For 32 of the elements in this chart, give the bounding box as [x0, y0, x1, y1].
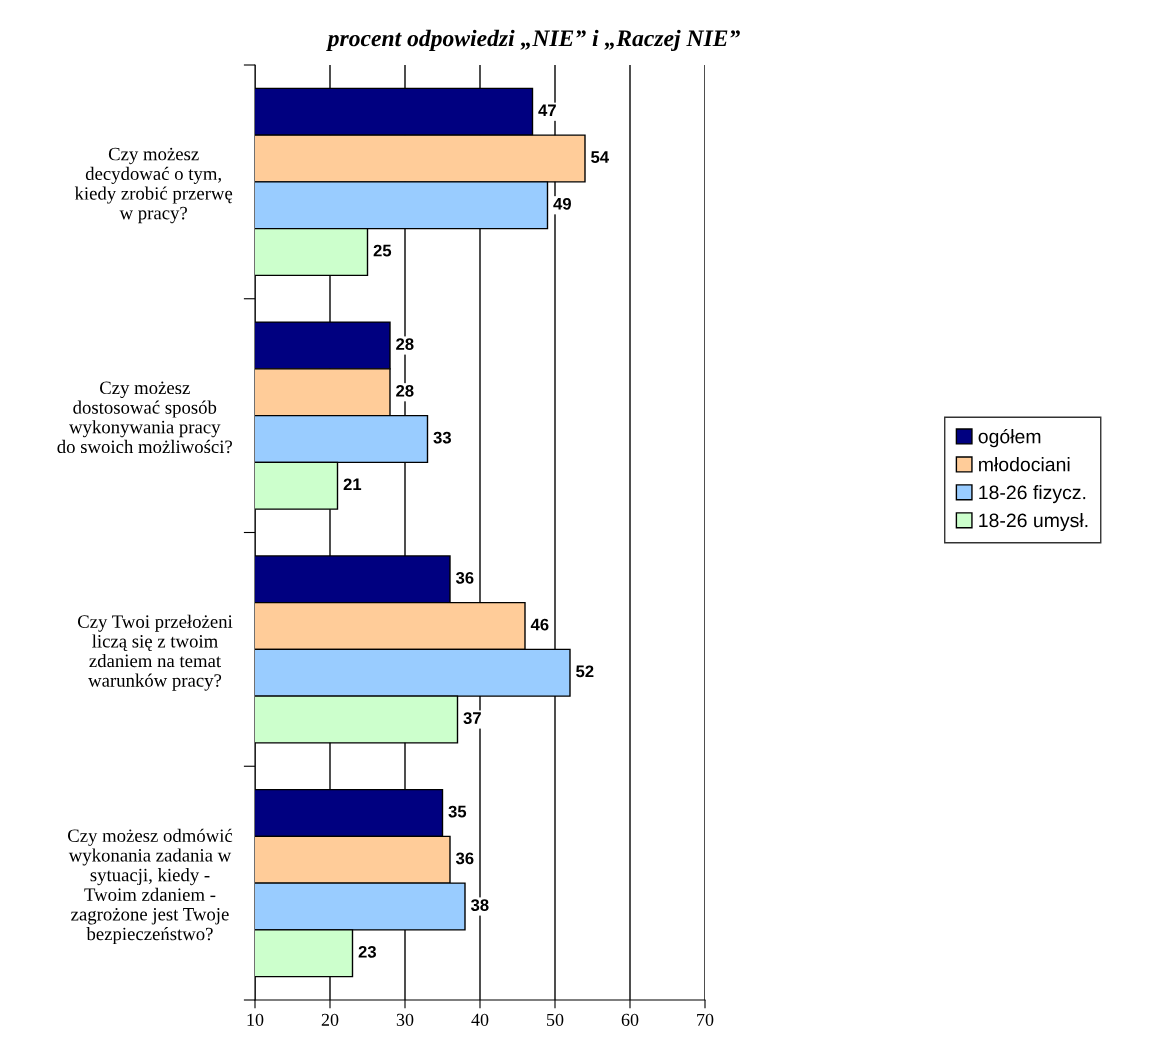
x-tick-label: 40: [471, 1013, 489, 1026]
data-label: 28: [396, 384, 414, 397]
data-label: 33: [433, 431, 451, 444]
data-label: 23: [358, 945, 376, 958]
x-tick-label: 20: [321, 1013, 339, 1026]
legend-label: ogółem: [978, 428, 1041, 448]
data-label: 21: [343, 478, 362, 491]
x-tick-label: 50: [547, 1013, 564, 1026]
data-label: 54: [591, 151, 609, 163]
data-label: 37: [463, 712, 481, 724]
y-tick-label: Czy możesz odmówić wykonania zadania w sytuacji, kiedy - Twoim zdaniem - zagrożone jest Twoje bezpieczeństwo?: [67, 828, 233, 945]
x-tick-label: 30: [396, 1013, 414, 1026]
data-label: 49: [553, 197, 571, 210]
y-tick-label: Czy możesz dostosować sposób wykonywania pracy do swoich możliwości?: [57, 381, 232, 454]
legend-label: 18-26 fizycz.: [979, 485, 1086, 504]
data-label: 25: [373, 244, 392, 257]
y-tick-label: Czy możesz decydować o tym, kiedy zrobić przerwę w pracy?: [74, 147, 233, 224]
y-tick-label: Czy Twoi przełożeni liczą się z twoim zdaniem na temat warunków pracy?: [77, 614, 233, 691]
legend-label: 18-26 umysł.: [979, 512, 1088, 532]
x-tick-label: 70: [697, 1013, 714, 1026]
data-label: 38: [470, 899, 489, 911]
legend-label: młodociani: [979, 457, 1070, 472]
data-label: 28: [396, 338, 414, 350]
data-label: 46: [530, 618, 549, 631]
data-label: 36: [455, 571, 474, 584]
x-tick-label: 60: [621, 1013, 639, 1026]
data-label: 36: [455, 852, 474, 865]
x-tick-label: 10: [247, 1013, 264, 1026]
data-label: 47: [538, 104, 556, 117]
data-label: 35: [448, 805, 467, 818]
data-label: 52: [576, 665, 594, 678]
chart-title: procent odpowiedzi „NIE” i „Raczej NIE”: [326, 29, 740, 52]
